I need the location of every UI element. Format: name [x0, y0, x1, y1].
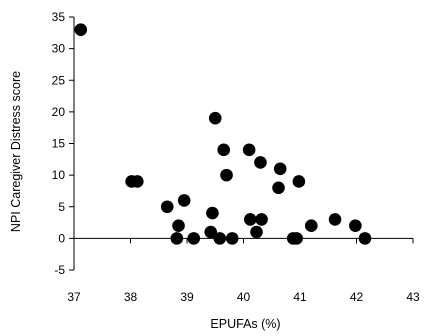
x-tick-label: 38 [124, 290, 138, 304]
data-point [74, 23, 88, 36]
data-point [254, 156, 267, 169]
data-point [305, 219, 318, 233]
data-point [204, 225, 218, 239]
x-tick-label: 43 [406, 290, 420, 304]
data-point [130, 175, 144, 188]
y-tick-label: -5 [54, 263, 65, 277]
y-tick-label: 5 [58, 200, 65, 214]
data-point [272, 181, 285, 195]
x-axis-ticks: 37 38 39 40 41 42 43 [67, 238, 420, 304]
data-point [177, 194, 191, 207]
data-point [328, 213, 342, 226]
x-tick-label: 37 [67, 290, 81, 304]
y-axis-ticks: -5 0 5 10 15 20 25 30 35 [52, 10, 74, 277]
data-point [255, 213, 268, 226]
data-point [290, 232, 303, 245]
data-point [220, 168, 233, 182]
y-tick-label: 25 [52, 73, 66, 87]
data-point [358, 232, 372, 245]
data-point [242, 143, 256, 157]
y-tick-label: 30 [52, 42, 66, 56]
y-tick-label: 35 [52, 10, 66, 24]
data-point [172, 219, 185, 233]
data-point [243, 213, 257, 226]
data-point [208, 111, 222, 125]
y-tick-label: 15 [52, 137, 66, 151]
y-tick-label: 20 [52, 105, 66, 119]
data-point [160, 200, 174, 214]
data-point [292, 175, 306, 188]
x-tick-label: 41 [293, 290, 307, 304]
x-axis-title: EPUFAs (%) [210, 317, 280, 331]
x-tick-label: 40 [237, 290, 251, 304]
data-point [170, 232, 184, 245]
y-tick-label: 10 [52, 168, 66, 182]
data-points [74, 23, 372, 245]
data-point [225, 232, 239, 245]
x-tick-label: 39 [180, 290, 194, 304]
data-point [187, 232, 201, 245]
data-point [206, 206, 219, 220]
data-point [273, 162, 287, 176]
data-point [349, 219, 362, 233]
data-point [213, 232, 227, 245]
data-point [250, 225, 263, 239]
y-axis-title: NPI Caregiver Distress score [9, 71, 23, 232]
data-point [217, 143, 231, 157]
y-tick-label: 0 [58, 231, 65, 245]
x-tick-label: 42 [350, 290, 364, 304]
